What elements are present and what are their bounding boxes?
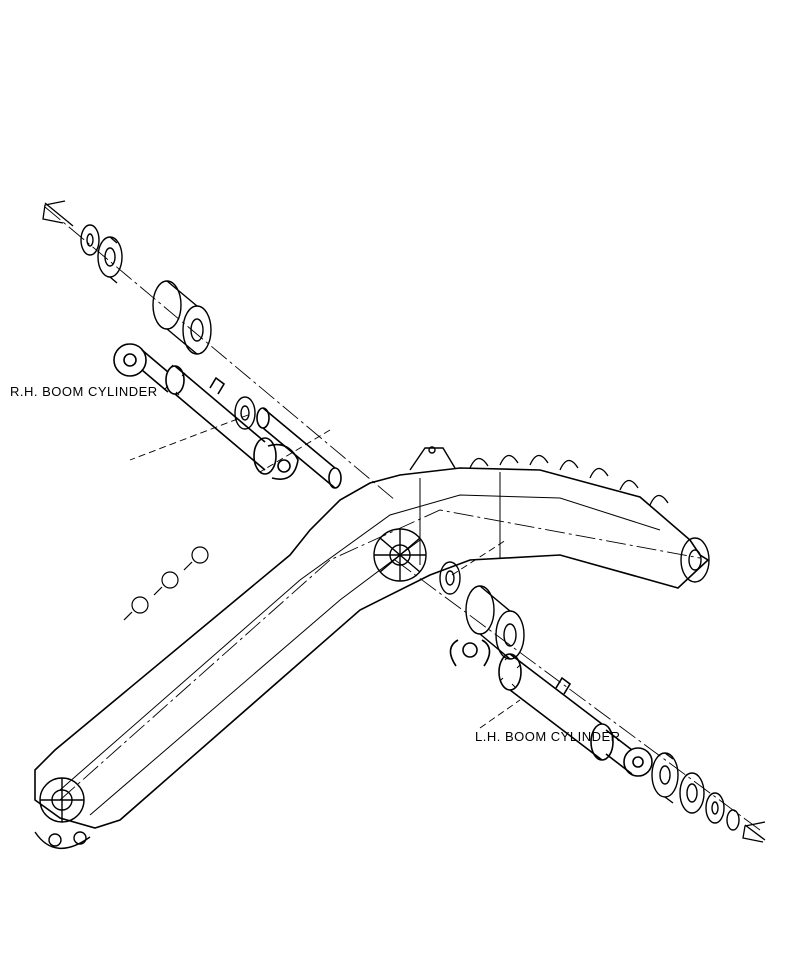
rh-washer-2 [98, 237, 122, 283]
rh-cylinder-axis [45, 207, 395, 500]
lh-cylinder-label: L.H. BOOM CYLINDER [475, 729, 621, 744]
lh-bolt [743, 822, 765, 842]
left-end-clevis [35, 778, 90, 848]
lh-washer-1 [652, 753, 678, 803]
boom-diagram-svg [0, 0, 792, 961]
rh-spacer [153, 281, 211, 354]
lh-spacer [466, 586, 524, 659]
rh-pin [257, 408, 341, 488]
boom-outline [35, 468, 708, 828]
diagram-container: R.H. BOOM CYLINDER L.H. BOOM CYLINDER [0, 0, 792, 961]
lh-cylinder-axis [395, 560, 760, 830]
rh-cylinder-body [114, 344, 298, 479]
rh-bolt [43, 201, 73, 226]
top-bracket [410, 447, 455, 470]
boom-bolts [124, 547, 208, 620]
lh-cylinder-body [450, 640, 652, 776]
boom-centerline [60, 510, 700, 800]
lh-small-ring [727, 810, 739, 830]
rh-washer-1 [81, 225, 99, 255]
lh-washer-2 [680, 773, 704, 813]
lh-washer-3 [706, 793, 724, 823]
right-end-boss [681, 538, 709, 582]
rh-cylinder-label: R.H. BOOM CYLINDER [10, 384, 158, 399]
